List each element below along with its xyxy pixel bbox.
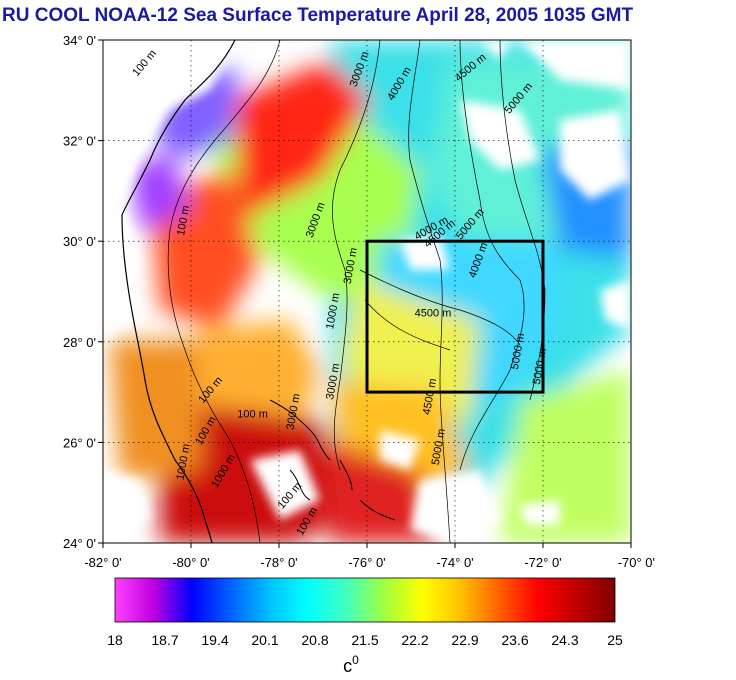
lat-tick-label: 32° 0' — [63, 134, 96, 149]
colorbar-tick-label: 18 — [107, 632, 123, 648]
lon-tick-label: -82° 0' — [84, 555, 121, 570]
lon-tick-label: -76° 0' — [348, 555, 385, 570]
longitude-axis: -82° 0' -80° 0' -78° 0' -76° 0' -74° 0' -72° … — [84, 543, 655, 570]
lon-tick-label: -74° 0' — [436, 555, 473, 570]
bathymetry-contours — [167, 40, 546, 543]
colorbar-tick-label: 20.8 — [301, 632, 328, 648]
colorbar-tick-label: 24.3 — [551, 632, 578, 648]
latitude-axis: 34° 0' 32° 0' 30° 0' 28° 0' 26° 0' 24° 0' — [63, 33, 103, 551]
colorbar-tick-label: 22.2 — [401, 632, 428, 648]
colorbar-tick-label: 20.1 — [251, 632, 278, 648]
coastline — [121, 40, 236, 543]
colorbar-tick-label: 18.7 — [151, 632, 178, 648]
colorbar-tick-label: 23.6 — [501, 632, 528, 648]
lat-tick-label: 28° 0' — [63, 335, 96, 350]
lat-tick-label: 30° 0' — [63, 234, 96, 249]
lat-tick-label: 34° 0' — [63, 33, 96, 48]
lon-tick-label: -78° 0' — [260, 555, 297, 570]
colorbar-tick-label: 25 — [607, 632, 623, 648]
contour-label: 4500 m — [415, 308, 452, 320]
map-title: RU COOL NOAA-12 Sea Surface Temperature … — [2, 5, 634, 26]
colorbar-tick-label: 21.5 — [351, 632, 378, 648]
colorbar-tick-label: 19.4 — [201, 632, 228, 648]
lon-tick-label: -80° 0' — [172, 555, 209, 570]
colorbar-tick-labels: 18 18.7 19.4 20.1 20.8 21.5 22.2 22.9 23.6 24.3 25 — [107, 632, 623, 648]
contour-label: 100 m — [237, 408, 268, 420]
colorbar — [114, 577, 616, 623]
lat-tick-label: 24° 0' — [63, 536, 96, 551]
lat-tick-label: 26° 0' — [63, 435, 96, 450]
bahamas-coast — [269, 399, 396, 521]
contour-label: 100 m — [175, 204, 192, 236]
lon-tick-label: -72° 0' — [524, 555, 561, 570]
lon-tick-label: -70° 0' — [618, 555, 655, 570]
colorbar-unit: c0 — [343, 653, 359, 676]
colorbar-tick-label: 22.9 — [451, 632, 478, 648]
study-region-box — [365, 239, 545, 394]
